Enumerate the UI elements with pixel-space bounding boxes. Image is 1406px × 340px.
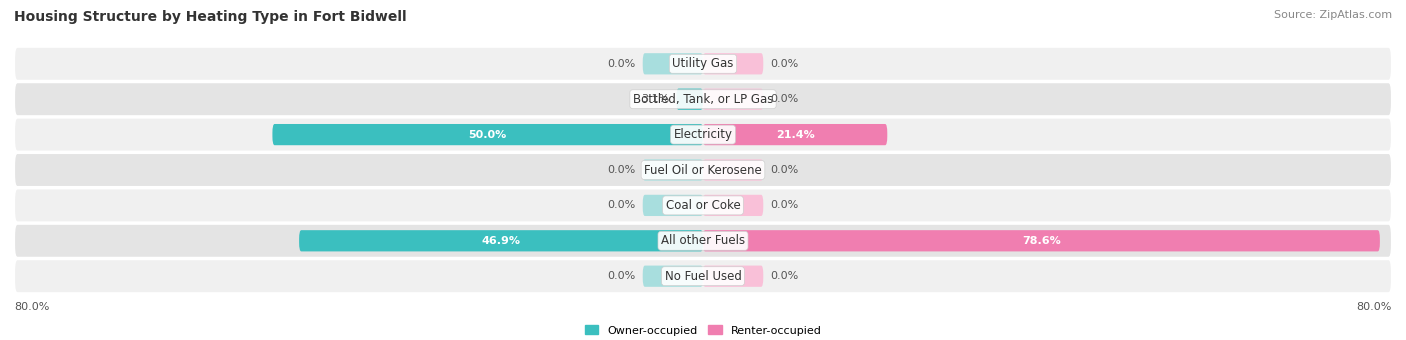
Text: Utility Gas: Utility Gas [672, 57, 734, 70]
FancyBboxPatch shape [14, 47, 1392, 81]
FancyBboxPatch shape [14, 118, 1392, 152]
FancyBboxPatch shape [14, 153, 1392, 187]
Text: Housing Structure by Heating Type in Fort Bidwell: Housing Structure by Heating Type in For… [14, 10, 406, 24]
FancyBboxPatch shape [703, 159, 763, 181]
Text: 0.0%: 0.0% [770, 165, 799, 175]
FancyBboxPatch shape [14, 224, 1392, 258]
Text: 21.4%: 21.4% [776, 130, 814, 140]
FancyBboxPatch shape [643, 53, 703, 74]
Text: No Fuel Used: No Fuel Used [665, 270, 741, 283]
FancyBboxPatch shape [273, 124, 703, 145]
Text: 0.0%: 0.0% [770, 94, 799, 104]
FancyBboxPatch shape [643, 159, 703, 181]
Text: Fuel Oil or Kerosene: Fuel Oil or Kerosene [644, 164, 762, 176]
Text: Source: ZipAtlas.com: Source: ZipAtlas.com [1274, 10, 1392, 20]
FancyBboxPatch shape [14, 259, 1392, 293]
FancyBboxPatch shape [703, 89, 763, 110]
FancyBboxPatch shape [676, 89, 703, 110]
Text: 50.0%: 50.0% [468, 130, 506, 140]
Text: Bottled, Tank, or LP Gas: Bottled, Tank, or LP Gas [633, 93, 773, 106]
FancyBboxPatch shape [299, 230, 703, 251]
FancyBboxPatch shape [703, 195, 763, 216]
FancyBboxPatch shape [703, 266, 763, 287]
Text: 80.0%: 80.0% [1357, 302, 1392, 312]
Text: 78.6%: 78.6% [1022, 236, 1060, 246]
Text: 0.0%: 0.0% [607, 200, 636, 210]
Text: 0.0%: 0.0% [607, 59, 636, 69]
FancyBboxPatch shape [14, 188, 1392, 222]
FancyBboxPatch shape [643, 266, 703, 287]
Text: 46.9%: 46.9% [481, 236, 520, 246]
FancyBboxPatch shape [703, 53, 763, 74]
FancyBboxPatch shape [643, 195, 703, 216]
FancyBboxPatch shape [14, 82, 1392, 116]
FancyBboxPatch shape [703, 124, 887, 145]
Text: 0.0%: 0.0% [770, 200, 799, 210]
Legend: Owner-occupied, Renter-occupied: Owner-occupied, Renter-occupied [581, 321, 825, 340]
Text: 80.0%: 80.0% [14, 302, 49, 312]
Text: Electricity: Electricity [673, 128, 733, 141]
Text: 3.1%: 3.1% [641, 94, 669, 104]
Text: Coal or Coke: Coal or Coke [665, 199, 741, 212]
Text: 0.0%: 0.0% [770, 59, 799, 69]
FancyBboxPatch shape [703, 230, 1379, 251]
Text: 0.0%: 0.0% [607, 165, 636, 175]
Text: 0.0%: 0.0% [770, 271, 799, 281]
Text: 0.0%: 0.0% [607, 271, 636, 281]
Text: All other Fuels: All other Fuels [661, 234, 745, 247]
